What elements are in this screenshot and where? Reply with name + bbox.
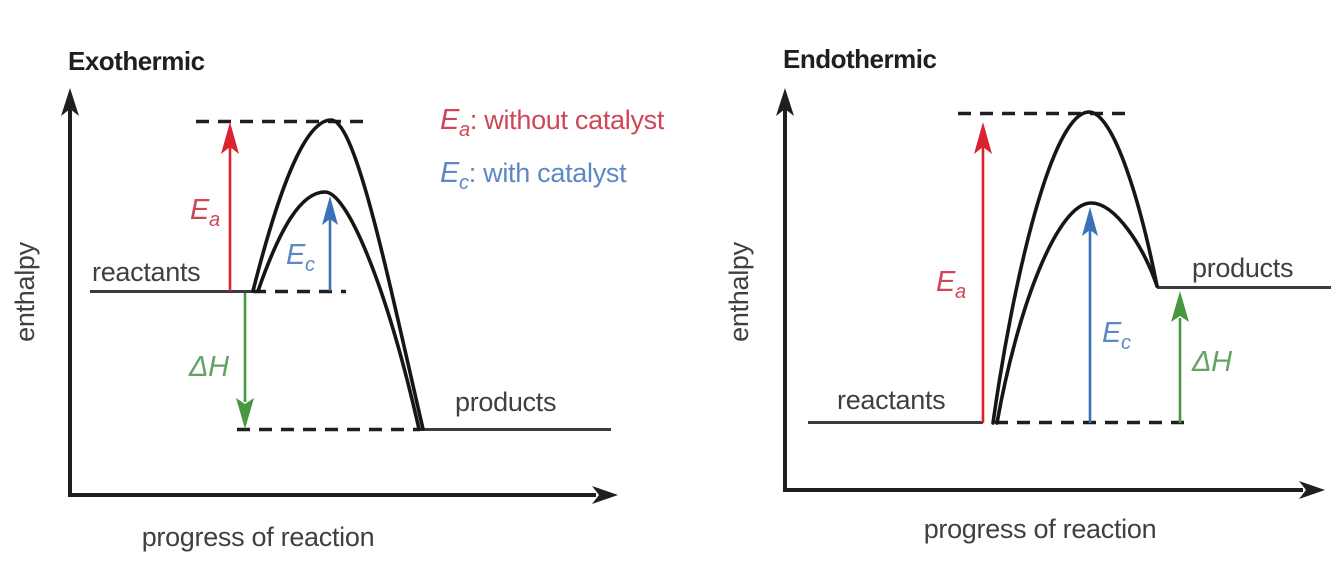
legend: Ea: without catalyst Ec: with catalyst	[440, 104, 665, 194]
right-y-axis-label: enthalpy	[724, 241, 754, 341]
left-ec-label: Ec	[286, 239, 315, 276]
right-curve-with-catalyst	[995, 201, 1159, 425]
right-dh-arrowhead-icon	[1171, 291, 1189, 322]
left-ec-arrowhead-icon	[322, 196, 338, 225]
right-ea-label: Ea	[936, 266, 966, 303]
left-dh-arrowhead-icon	[236, 398, 254, 429]
left-curve-without-catalyst	[251, 118, 425, 431]
left-x-axis-label: progress of reaction	[142, 522, 375, 552]
right-reactants-label: reactants	[837, 385, 945, 415]
left-y-axis-label: enthalpy	[10, 241, 40, 341]
right-dh-label: ΔH	[1191, 346, 1232, 378]
legend-without-catalyst: Ea: without catalyst	[440, 104, 665, 141]
right-products-label: products	[1192, 253, 1293, 283]
left-products-label: products	[455, 387, 556, 417]
right-x-axis-label: progress of reaction	[924, 514, 1157, 544]
endothermic-title: Endothermic	[783, 44, 936, 74]
left-ea-label: Ea	[190, 194, 220, 231]
left-dh-label: ΔH	[188, 351, 229, 383]
exothermic-panel: Exothermic enthalpy progress of reaction…	[10, 46, 618, 552]
left-ea-arrowhead-icon	[221, 122, 239, 154]
left-x-axis-arrow-icon	[592, 486, 618, 504]
endothermic-panel: Endothermic enthalpy progress of reactio…	[724, 44, 1331, 544]
right-x-axis-arrow-icon	[1299, 481, 1325, 499]
exothermic-title: Exothermic	[68, 46, 205, 76]
left-curve-with-catalyst	[256, 190, 421, 431]
right-ea-arrowhead-icon	[974, 122, 992, 154]
right-ec-label: Ec	[1102, 317, 1131, 354]
legend-with-catalyst: Ec: with catalyst	[440, 157, 627, 194]
right-ec-arrowhead-icon	[1082, 207, 1098, 236]
right-curve-without-catalyst	[991, 110, 1159, 425]
left-reactants-label: reactants	[92, 257, 200, 287]
right-y-axis-arrow-icon	[776, 88, 794, 116]
left-y-axis-arrow-icon	[61, 88, 79, 116]
